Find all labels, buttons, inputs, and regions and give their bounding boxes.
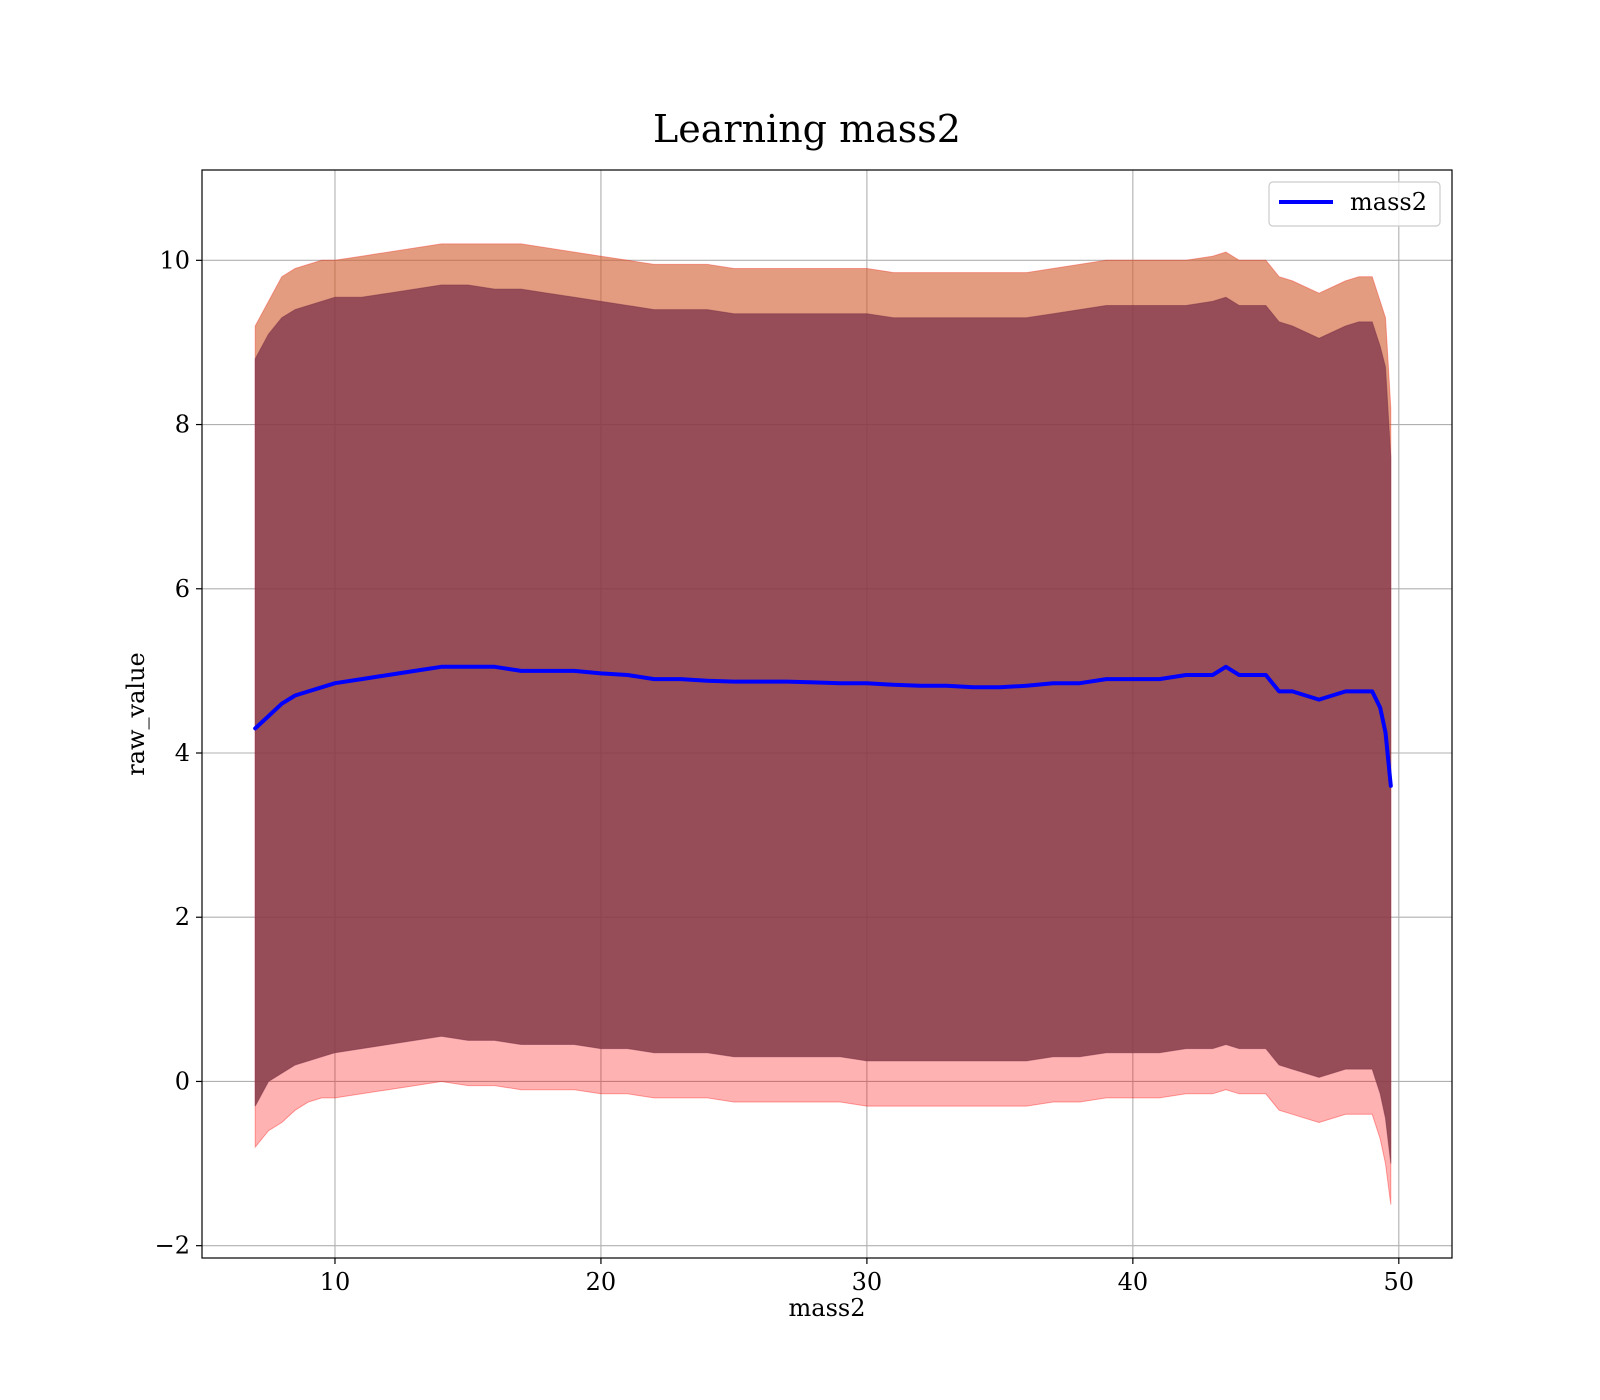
x-tick-label: 40	[1118, 1268, 1149, 1296]
ticks-layer: 10 20 30 40 50 −2 0 2 4 6 8 10	[155, 246, 1414, 1296]
x-tick-label: 30	[852, 1268, 883, 1296]
x-axis-label: mass2	[789, 1294, 866, 1322]
x-tick-label: 20	[586, 1268, 617, 1296]
legend-box	[1268, 181, 1441, 227]
plot-frame	[201, 169, 1453, 1259]
legend: mass2	[1268, 181, 1441, 227]
y-tick-label: 6	[175, 575, 190, 603]
y-tick-label: −2	[155, 1232, 190, 1260]
y-tick-label: 10	[159, 246, 190, 274]
y-tick-label: 0	[175, 1067, 190, 1095]
x-tick-label: 50	[1384, 1268, 1415, 1296]
band-inner	[254, 284, 1392, 1164]
y-tick-label: 8	[175, 411, 190, 439]
line-layer	[253, 664, 1393, 788]
x-tick-label: 10	[320, 1268, 351, 1296]
chart-title: Learning mass2	[653, 107, 961, 151]
y-axis-label: raw_value	[122, 652, 150, 776]
series-line-mass2	[253, 664, 1393, 788]
y-tick-label: 4	[175, 739, 190, 767]
legend-label-mass2: mass2	[1350, 188, 1427, 216]
bands-layer	[254, 243, 1392, 1205]
y-tick-label: 2	[175, 903, 190, 931]
